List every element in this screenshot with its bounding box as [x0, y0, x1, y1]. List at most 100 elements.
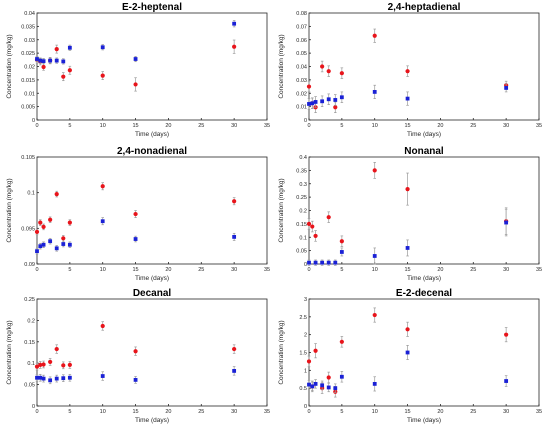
- data-point-red: [41, 64, 46, 70]
- x-tick-label: 0: [35, 123, 38, 129]
- data-point-red: [339, 339, 344, 344]
- data-point-red: [313, 348, 318, 353]
- data-point-blue: [61, 242, 66, 246]
- y-tick-label: 0.005: [21, 105, 35, 111]
- data-point-red: [372, 168, 377, 173]
- data-point-blue: [38, 244, 43, 249]
- data-point-blue: [333, 260, 338, 265]
- x-tick-label: 30: [503, 123, 509, 129]
- panel-title: E-2-heptenal: [122, 2, 182, 13]
- data-point-blue: [100, 45, 105, 50]
- x-tick-label: 25: [198, 267, 204, 273]
- data-point-blue: [54, 58, 59, 63]
- data-point-blue: [38, 58, 43, 63]
- data-point-red: [48, 217, 53, 222]
- panel-title: 2,4-heptadienal: [388, 2, 461, 13]
- data-point-blue: [48, 239, 53, 244]
- y-tick-label: 0.035: [21, 24, 35, 30]
- data-point-red: [34, 229, 40, 234]
- data-point-blue: [339, 95, 344, 100]
- x-axis-label: Time (days): [407, 417, 441, 424]
- x-tick-label: 30: [503, 409, 509, 415]
- data-point-blue: [41, 242, 46, 247]
- data-point-blue: [405, 350, 410, 355]
- y-tick-label: 0.03: [24, 38, 35, 44]
- x-tick-label: 35: [264, 267, 270, 273]
- data-point-blue: [326, 385, 331, 390]
- data-point-blue: [133, 57, 138, 61]
- data-point-blue: [100, 219, 105, 224]
- y-tick-label: 0.1: [27, 361, 35, 367]
- data-point-red: [326, 375, 331, 380]
- x-tick-label: 35: [536, 409, 542, 415]
- data-point-blue: [372, 90, 377, 94]
- series-red: [306, 307, 509, 398]
- x-tick-label: 35: [536, 267, 542, 273]
- data-point-blue: [67, 375, 72, 380]
- x-tick-label: 30: [503, 267, 509, 273]
- series-red: [34, 321, 237, 371]
- plot-area: [36, 156, 268, 265]
- data-point-red: [504, 332, 509, 337]
- data-point-blue: [67, 45, 72, 50]
- data-point-blue: [333, 386, 338, 391]
- x-tick-label: 20: [437, 409, 443, 415]
- data-point-blue: [133, 377, 138, 382]
- x-tick-label: 0: [307, 267, 310, 273]
- x-tick-label: 0: [307, 409, 310, 415]
- data-point-blue: [307, 260, 311, 265]
- data-point-red: [372, 33, 377, 38]
- x-tick-label: 15: [405, 409, 411, 415]
- data-point-red: [54, 191, 59, 197]
- data-point-red: [100, 323, 105, 329]
- chart-panel-1: 0 5 10 15 20 25 30 35 0 0.005 0.01 0.015 0.02 0.025 0.…: [6, 2, 270, 138]
- data-point-blue: [320, 383, 325, 388]
- x-tick-label: 25: [470, 123, 476, 129]
- data-point-blue: [41, 376, 46, 381]
- x-tick-label: 35: [536, 123, 542, 129]
- y-tick-label: 0.2: [27, 318, 35, 324]
- data-point-red: [306, 221, 312, 226]
- y-tick-label: 0.2: [299, 209, 307, 215]
- y-axis-label: Concentration (mg/kg): [6, 178, 13, 242]
- data-point-blue: [38, 375, 43, 380]
- x-tick-label: 15: [133, 123, 139, 129]
- chart-panel-6: 0 5 10 15 20 25 30 35 0 0.5 1 1.5 2 2.5 3 E-2-decenal Ti…: [278, 288, 542, 424]
- data-point-red: [405, 69, 410, 74]
- data-point-blue: [41, 59, 46, 64]
- y-tick-label: 0: [32, 118, 35, 124]
- y-tick-label: 0.25: [296, 195, 307, 201]
- data-point-blue: [61, 59, 66, 64]
- x-tick-label: 20: [437, 123, 443, 129]
- data-point-blue: [35, 375, 39, 380]
- x-tick-label: 30: [231, 267, 237, 273]
- y-tick-label: 0.05: [24, 383, 35, 389]
- data-point-red: [41, 362, 46, 367]
- x-tick-label: 5: [340, 409, 343, 415]
- data-point-red: [313, 233, 318, 239]
- chart-panel-4: 0 5 10 15 20 25 30 35 0 0.05 0.1 0.15 0.2 0.25 0.3 0.35…: [278, 146, 542, 282]
- x-axis-label: Time (days): [407, 131, 441, 138]
- series-blue: [307, 345, 509, 393]
- y-tick-label: 0.095: [21, 226, 35, 232]
- data-point-blue: [61, 376, 66, 381]
- data-point-red: [320, 64, 325, 69]
- data-point-red: [326, 69, 331, 74]
- x-tick-label: 5: [340, 123, 343, 129]
- panel-title: Nonanal: [404, 146, 444, 157]
- data-point-red: [372, 312, 377, 318]
- series-red: [34, 182, 237, 242]
- y-axis-label: Concentration (mg/kg): [6, 34, 13, 98]
- data-point-blue: [307, 382, 311, 387]
- plot-area: [36, 298, 268, 407]
- x-tick-label: 10: [100, 267, 106, 273]
- series-blue: [35, 366, 237, 385]
- y-tick-label: 0.06: [296, 38, 307, 44]
- y-tick-label: 1: [304, 368, 307, 374]
- data-point-red: [133, 211, 138, 217]
- data-point-blue: [67, 242, 72, 247]
- y-tick-label: 0.03: [296, 78, 307, 84]
- data-point-blue: [35, 249, 39, 254]
- data-point-blue: [133, 237, 138, 241]
